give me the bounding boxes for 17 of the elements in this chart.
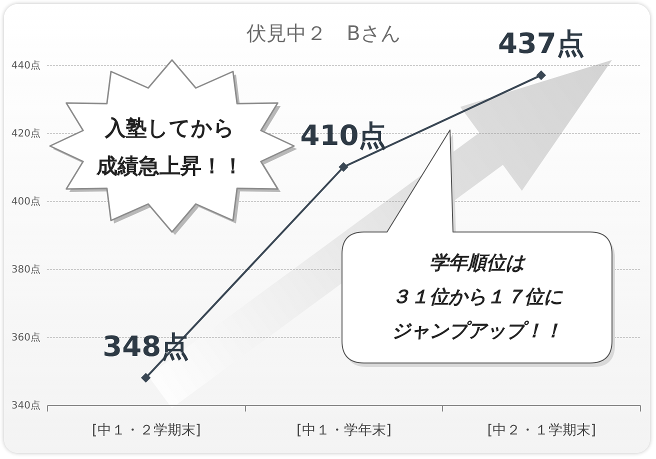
annotation: 入塾してから成績急上昇！！: [96, 116, 244, 178]
point: [536, 70, 546, 80]
x-tick-label: [中１・２学期末]: [92, 422, 201, 438]
y-tick-label: 360点: [11, 332, 40, 344]
annotation: 学年順位は３１位から１７位にジャンプアップ！！: [392, 252, 564, 342]
y-tick-label: 420点: [11, 128, 40, 140]
point: [140, 372, 151, 383]
y-tick-label: 440点: [11, 60, 40, 72]
chart-title: 伏見中２ Bさん: [246, 21, 400, 46]
point: [338, 162, 348, 172]
y-tick-label: 380点: [11, 264, 40, 276]
y-tick-label: 340点: [11, 400, 40, 412]
data-label: 437点: [498, 27, 584, 60]
x-tick-label: [中１・学年末]: [296, 422, 392, 438]
y-tick-label: 400点: [11, 196, 40, 208]
data-label: 410点: [300, 119, 387, 152]
x-tick-label: [中２・１学期末]: [487, 422, 596, 438]
